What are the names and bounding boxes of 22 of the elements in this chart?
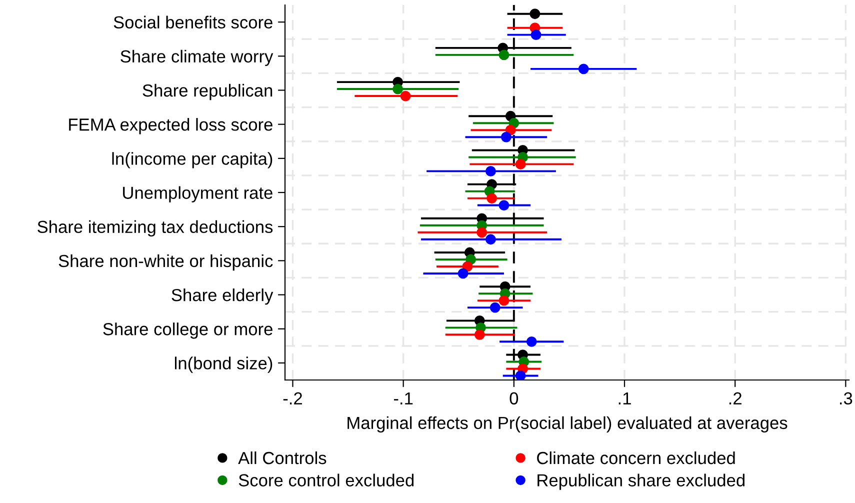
y-tick-label: Share elderly (172, 288, 274, 305)
y-tick-label: Share republican (142, 84, 272, 100)
legend-label: Republican share excluded (538, 474, 744, 490)
x-tick-label: .2 (729, 392, 742, 404)
x-tick-label: .1 (618, 392, 631, 404)
x-axis-title: Marginal effects on Pr(social label) evaluated at averages (348, 416, 788, 433)
y-tick-label: Share non-white or hispanic (58, 254, 273, 271)
y-tick-label: Share college or more (103, 322, 272, 339)
y-tick-label: Unemployment rate (123, 186, 272, 202)
y-tick-label: Share itemizing tax deductions (38, 220, 273, 236)
x-tick-label: 0 (510, 392, 518, 405)
y-tick-label: FEMA expected loss score (69, 118, 272, 134)
y-tick-label: Share climate worry (120, 50, 274, 66)
x-tick-label: -.2 (283, 392, 302, 404)
legend-label: All Controls (238, 451, 326, 464)
x-tick-label: .3 (840, 392, 852, 405)
y-tick-label: ln(bond size) (174, 356, 272, 373)
legend-label: Climate concern excluded (537, 451, 735, 464)
y-tick-label: ln(income per capita) (112, 152, 272, 168)
x-tick-label: -.1 (394, 392, 413, 404)
legend-label: Score control excluded (238, 474, 414, 486)
y-tick-label: Social benefits score (114, 16, 272, 29)
